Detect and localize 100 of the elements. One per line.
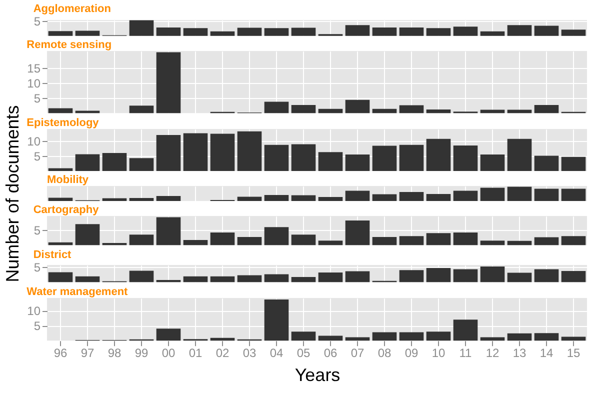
bar: [210, 134, 235, 171]
chart-title: Remote sensing: [26, 39, 112, 51]
bar: [345, 190, 370, 201]
bar: [507, 186, 532, 201]
y-tick-label: 10: [27, 304, 41, 318]
bar: [237, 275, 262, 282]
bar: [507, 110, 532, 114]
bar: [534, 188, 559, 201]
chart-title: Agglomeration: [33, 2, 112, 15]
bar: [75, 30, 100, 36]
chart-title: Cartography: [33, 204, 100, 216]
bar: [480, 154, 505, 171]
bar: [372, 108, 397, 114]
bar: [426, 233, 451, 246]
bar: [264, 102, 289, 114]
chart-title: Epistemology: [26, 117, 100, 129]
bar: [129, 158, 154, 171]
bar: [345, 220, 370, 246]
bar: [507, 333, 532, 341]
bar: [129, 106, 154, 114]
y-tick-label: 5: [34, 319, 41, 334]
bar: [291, 195, 316, 201]
bar: [507, 25, 532, 36]
bar: [156, 328, 181, 341]
x-tick-label: 04: [270, 346, 284, 360]
bar: [183, 133, 208, 171]
y-tick-label: 5: [34, 224, 41, 238]
bar: [291, 105, 316, 114]
bar: [75, 154, 100, 171]
bar: [453, 320, 478, 341]
x-tick-label: 10: [432, 346, 446, 360]
bar: [426, 332, 451, 341]
x-tick-label: 03: [242, 346, 256, 360]
bar: [318, 108, 343, 114]
bar: [372, 194, 397, 201]
y-tick-label: 10: [27, 134, 41, 148]
bar: [561, 336, 586, 341]
bar: [372, 237, 397, 246]
x-tick-label: 02: [216, 346, 230, 360]
bar: [453, 232, 478, 246]
chart-title: District: [33, 249, 72, 262]
bar: [399, 105, 424, 114]
bar: [453, 269, 478, 282]
bar: [48, 272, 73, 282]
bar: [426, 110, 451, 114]
bar: [534, 26, 559, 36]
bar: [480, 188, 505, 201]
bar: [291, 144, 316, 171]
bar: [237, 196, 262, 201]
bar: [129, 234, 154, 246]
bar: [534, 156, 559, 171]
bar: [399, 236, 424, 246]
y-tick-label: 5: [34, 260, 41, 275]
bar: [291, 234, 316, 246]
y-tick-label: 10: [27, 76, 41, 91]
bar: [75, 110, 100, 114]
bar: [102, 198, 127, 201]
bar: [399, 332, 424, 341]
y-tick-label: 5: [34, 150, 41, 164]
bar: [129, 270, 154, 282]
bar: [210, 232, 235, 246]
bar: [264, 300, 289, 341]
bar: [561, 236, 586, 246]
bar: [75, 224, 100, 246]
x-tick-label: 08: [378, 346, 392, 360]
bar: [426, 194, 451, 201]
x-tick-label: 09: [404, 346, 418, 360]
bar: [507, 138, 532, 171]
x-axis-title: Years: [294, 365, 340, 386]
bar: [75, 276, 100, 282]
x-tick-label: 13: [512, 346, 526, 360]
bar: [156, 28, 181, 36]
bar: [237, 237, 262, 246]
bar: [534, 333, 559, 341]
bar: [264, 195, 289, 201]
x-tick-label: 98: [108, 346, 122, 360]
bar: [237, 131, 262, 171]
x-tick-label: 01: [188, 346, 202, 360]
bar: [291, 28, 316, 36]
bar: [561, 156, 586, 171]
bar: [291, 332, 316, 341]
x-tick-label: 07: [350, 346, 364, 360]
bar: [453, 26, 478, 36]
y-tick-label: 5: [34, 14, 41, 28]
bar: [48, 168, 73, 171]
bar: [156, 217, 181, 246]
x-tick-label: 05: [296, 346, 310, 360]
chart-title: Water management: [26, 286, 128, 298]
bar: [237, 28, 262, 36]
bar: [453, 146, 478, 171]
bar: [345, 25, 370, 36]
bar: [561, 188, 586, 201]
bar: [129, 198, 154, 201]
bar: [480, 110, 505, 114]
bar: [318, 240, 343, 246]
bar: [534, 269, 559, 282]
bar: [318, 197, 343, 201]
bar: [399, 270, 424, 282]
bar: [210, 338, 235, 341]
bar: [372, 28, 397, 36]
